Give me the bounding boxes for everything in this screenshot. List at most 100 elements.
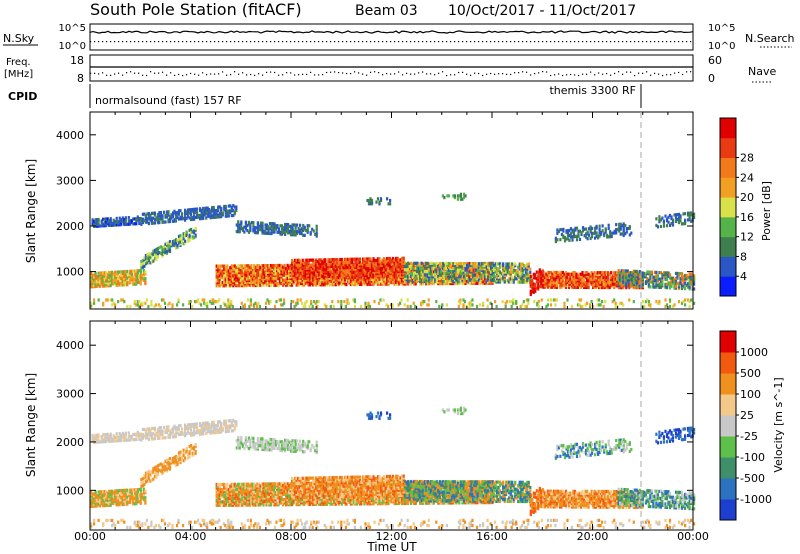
nave-dot [574, 74, 576, 76]
heatmap-cell [130, 269, 133, 273]
heatmap-cell [538, 273, 541, 277]
heatmap-cell [351, 261, 354, 265]
nave-dot [142, 74, 144, 76]
heatmap-cell [560, 232, 563, 237]
heatmap-cell [616, 274, 619, 278]
heatmap-cell [133, 277, 136, 281]
heatmap-cell [398, 269, 401, 274]
heatmap-cell [386, 282, 389, 286]
heatmap-cell [502, 275, 505, 279]
nave-dot [614, 72, 616, 75]
nave-dot [98, 73, 100, 75]
heatmap-cell [321, 261, 324, 265]
heatmap-cell [396, 262, 399, 266]
heatmap-cell [581, 271, 584, 275]
heatmap-cell [346, 261, 349, 265]
heatmap-cell [294, 272, 297, 276]
heatmap-cell [349, 261, 352, 265]
heatmap-cell [303, 268, 306, 272]
heatmap-cell [212, 205, 215, 210]
heatmap-cell [611, 279, 614, 283]
heatmap-cell [165, 215, 169, 219]
cpid-label: CPID [8, 90, 37, 103]
heatmap-cell [152, 216, 155, 220]
heatmap-cell [465, 278, 469, 282]
heatmap-cell [297, 258, 300, 262]
heatmap-cell [105, 271, 108, 275]
heatmap-cell [103, 220, 106, 224]
heatmap-cell [426, 261, 429, 265]
heatmap-cell [275, 272, 279, 276]
heatmap-cell [364, 279, 368, 283]
heatmap-cell [237, 225, 240, 229]
heatmap-cell [571, 228, 574, 232]
heatmap-cell [487, 270, 490, 274]
heatmap-cell [282, 226, 285, 230]
heatmap-cell [608, 272, 611, 276]
heatmap-cell [429, 263, 432, 267]
nsearch-dot [186, 41, 188, 43]
nave-dot [298, 74, 300, 76]
heatmap-cell [364, 260, 368, 264]
heatmap-cell [215, 215, 218, 219]
heatmap-cell [280, 282, 283, 286]
heatmap-cell [236, 269, 239, 273]
heatmap-cell [230, 271, 233, 275]
heatmap-cell [413, 271, 416, 275]
nave-dot [678, 71, 680, 74]
heatmap-cell [398, 274, 401, 278]
heatmap-cell [462, 262, 466, 266]
heatmap-cell [476, 262, 479, 266]
heatmap-cell [563, 280, 566, 284]
nsearch-dot [118, 41, 120, 43]
heatmap-cell [313, 266, 316, 270]
heatmap-cell [250, 282, 253, 286]
nsearch-dot [506, 41, 508, 43]
heatmap-cell [280, 278, 283, 282]
heatmap-cell [562, 229, 565, 233]
heatmap-cell [554, 277, 557, 281]
heatmap-cell [351, 278, 354, 282]
heatmap-cell [517, 265, 520, 269]
heatmap-cell [278, 270, 282, 274]
nave-dot [410, 73, 412, 75]
heatmap-cell [194, 209, 197, 213]
heatmap-cell [214, 209, 217, 213]
heatmap-cell [294, 275, 297, 279]
heatmap-cell [327, 258, 330, 262]
heatmap-cell [336, 261, 339, 265]
heatmap-cell [306, 280, 309, 284]
heatmap-cell [446, 282, 449, 286]
heatmap-cell [280, 224, 284, 228]
freq-label: Freq. [6, 57, 31, 68]
heatmap-cell [444, 275, 447, 279]
heatmap-cell [313, 260, 316, 264]
nsearch-dot [514, 41, 516, 43]
heatmap-cell [218, 284, 221, 288]
nave-dot [626, 71, 628, 73]
nave-dot [454, 74, 456, 76]
heatmap-cell [330, 276, 333, 280]
heatmap-cell [138, 269, 141, 273]
heatmap-cell [434, 278, 437, 282]
heatmap-cell [387, 269, 390, 273]
nsearch-dot [166, 41, 168, 43]
heatmap-cell [161, 246, 164, 250]
heatmap-cell [551, 282, 554, 286]
heatmap-cell [256, 226, 259, 230]
heatmap-cell [272, 272, 276, 276]
heatmap-cell [256, 231, 259, 235]
nave-dot [222, 71, 224, 73]
nave-dot [282, 74, 284, 76]
heatmap-cell [334, 261, 337, 265]
heatmap-cell [381, 277, 384, 281]
heatmap-cell [155, 216, 158, 220]
heatmap-cell [428, 268, 431, 272]
nsearch-dot [94, 41, 96, 43]
heatmap-cell [386, 260, 389, 264]
heatmap-cell [111, 222, 114, 226]
heatmap-cell [238, 267, 241, 271]
heatmap-cell [105, 224, 108, 228]
heatmap-cell [339, 264, 342, 268]
heatmap-cell [376, 257, 380, 261]
